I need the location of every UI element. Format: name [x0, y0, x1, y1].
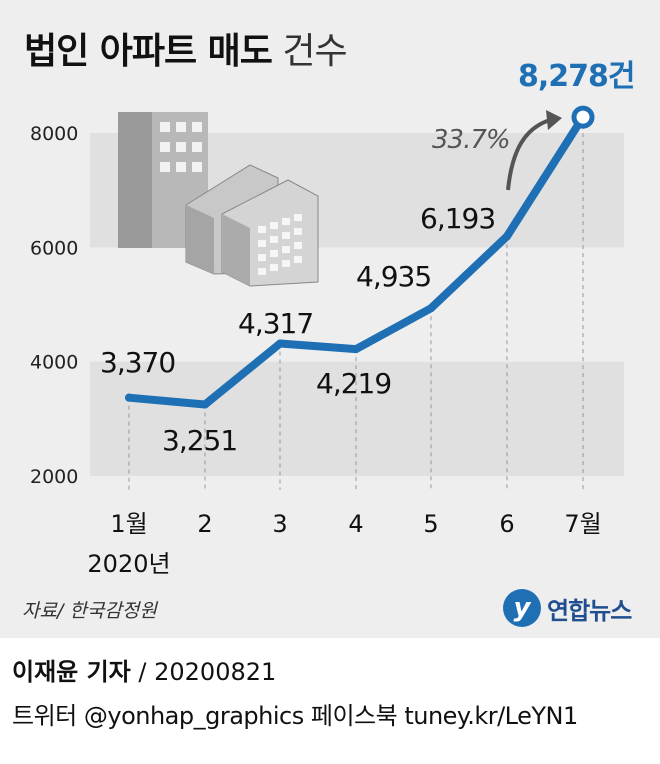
x-tick-label: 3: [272, 510, 287, 538]
x-tick-label: 7월: [564, 510, 601, 538]
data-point: [427, 304, 435, 313]
y-axis-ticks: 2000 4000 6000 8000: [30, 123, 78, 488]
yonhap-logo[interactable]: y 연합뉴스: [503, 585, 653, 629]
logo-text: 연합뉴스: [547, 597, 632, 625]
x-tick-label: 5: [423, 510, 438, 538]
chart-title: 법인 아파트 매도 건수: [24, 22, 348, 74]
data-point: [276, 339, 284, 348]
publish-date: / 20200821: [138, 658, 277, 686]
value-label: 3,251: [162, 424, 237, 457]
data-point: [352, 345, 360, 354]
y-tick-label: 2000: [30, 466, 78, 488]
y-tick-label: 8000: [30, 123, 78, 145]
data-point-last: [571, 105, 595, 129]
reporter-name: 이재윤 기자: [12, 658, 131, 686]
x-axis-labels: 1월 2 3 4 5 6 7월 2020년: [87, 510, 601, 578]
data-point: [125, 393, 133, 402]
x-tick-label: 1월: [110, 510, 147, 538]
building-illustration: [118, 112, 319, 287]
source-note: 자료/ 한국감정원: [22, 600, 157, 622]
y-band: [90, 361, 624, 476]
title-light: 건수: [282, 31, 347, 72]
value-label: 3,370: [100, 346, 175, 379]
value-label: 4,935: [356, 260, 431, 293]
byline: 이재윤 기자 / 20200821: [12, 652, 276, 687]
x-tick-label: 6: [499, 510, 514, 538]
growth-arrow: 33.7%: [432, 110, 562, 191]
value-label-last: 8,278건: [518, 59, 635, 94]
growth-percent-label: 33.7%: [432, 125, 510, 155]
social-links[interactable]: 트위터 @yonhap_graphics 페이스북 tuney.kr/LeYN1: [12, 702, 578, 730]
data-points: [125, 105, 595, 409]
data-point: [201, 400, 209, 409]
x-year-label: 2020년: [87, 550, 170, 578]
data-point: [503, 232, 511, 241]
arrow-shaft: [506, 118, 551, 191]
arrow-head: [546, 110, 562, 130]
title-bold: 법인 아파트 매도: [24, 31, 273, 72]
y-tick-label: 4000: [30, 352, 78, 374]
x-tick-label: 2: [197, 510, 212, 538]
logo-mark-icon: y: [503, 589, 541, 627]
x-tick-label: 4: [348, 510, 363, 538]
value-label: 4,317: [238, 307, 313, 340]
value-label: 4,219: [316, 367, 391, 400]
value-label: 6,193: [420, 202, 495, 235]
chart-panel: [0, 0, 660, 638]
y-tick-label: 6000: [30, 237, 78, 259]
x-guides: [128, 117, 584, 490]
